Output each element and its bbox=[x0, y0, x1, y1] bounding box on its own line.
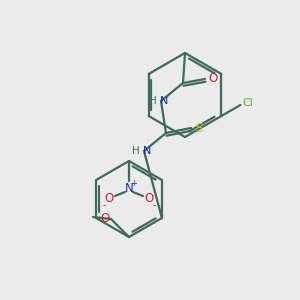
Text: N: N bbox=[143, 146, 151, 156]
Text: H: H bbox=[149, 96, 157, 106]
Text: -: - bbox=[152, 200, 156, 210]
Text: N: N bbox=[160, 96, 168, 106]
Text: O: O bbox=[144, 193, 154, 206]
Text: -: - bbox=[102, 200, 106, 210]
Text: Cl: Cl bbox=[242, 98, 253, 108]
Text: O: O bbox=[100, 212, 109, 226]
Text: O: O bbox=[104, 193, 114, 206]
Text: O: O bbox=[208, 73, 217, 85]
Text: H: H bbox=[132, 146, 140, 156]
Text: N: N bbox=[124, 182, 134, 196]
Text: +: + bbox=[130, 179, 137, 188]
Text: S: S bbox=[195, 122, 203, 134]
